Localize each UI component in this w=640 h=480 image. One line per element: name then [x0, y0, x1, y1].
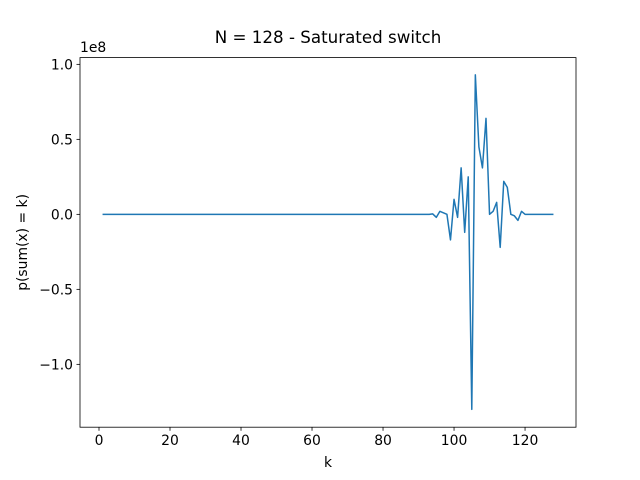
x-tick-label: 100: [441, 433, 468, 449]
y-axis-label: p(sum(x) = k): [15, 194, 31, 291]
y-tick-label: −1.0: [39, 357, 73, 373]
y-tick-label: 0.0: [51, 207, 73, 223]
x-tick-label: 60: [303, 433, 321, 449]
x-tick-label: 40: [232, 433, 250, 449]
y-tick-label: 1.0: [51, 57, 73, 73]
chart-title: N = 128 - Saturated switch: [215, 27, 442, 47]
x-tick-label: 20: [161, 433, 179, 449]
y-tick-label: 0.5: [51, 132, 73, 148]
y-offset-text: 1e8: [80, 40, 106, 56]
x-axis-label: k: [324, 455, 332, 471]
x-tick-label: 120: [512, 433, 539, 449]
y-tick-label: −0.5: [39, 282, 73, 298]
x-tick-label: 80: [374, 433, 392, 449]
line-series: [102, 74, 554, 411]
plot-frame: [79, 57, 577, 428]
x-tick-label: 0: [95, 433, 104, 449]
